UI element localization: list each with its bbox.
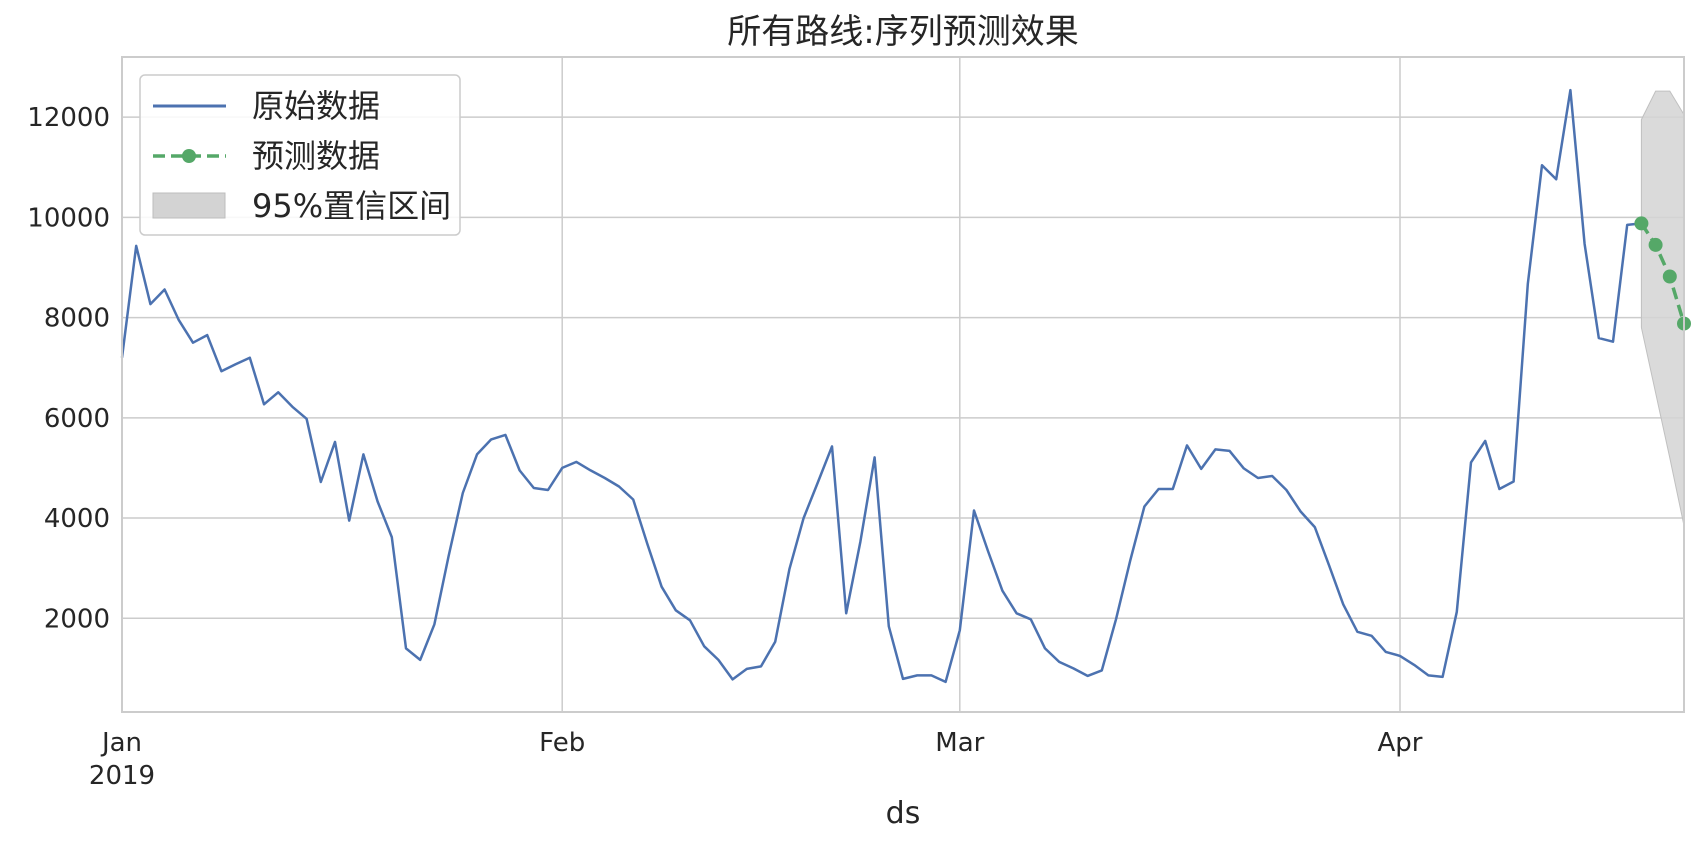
y-tick-label: 6000 — [44, 404, 110, 434]
legend-interval-swatch — [152, 192, 226, 219]
x-tick-sublabel: 2019 — [89, 761, 155, 791]
legend-forecast-marker — [182, 149, 196, 163]
grid-lines — [121, 57, 1684, 712]
y-tick-label: 4000 — [44, 504, 110, 534]
plot-frame — [121, 56, 1685, 713]
x-axis-title: ds — [886, 796, 921, 831]
legend-label-forecast: 预测数据 — [252, 137, 380, 175]
series-line-original — [120, 88, 1642, 684]
forecast-point — [1662, 269, 1677, 284]
chart-title: 所有路线:序列预测效果 — [727, 12, 1078, 52]
y-tick-label: 12000 — [27, 103, 110, 133]
forecast-point — [1634, 216, 1649, 231]
series-line-forecast — [1639, 222, 1686, 325]
x-tick-label: Jan — [100, 728, 142, 758]
x-tick-label: Feb — [539, 728, 585, 758]
y-tick-label: 8000 — [44, 304, 110, 334]
legend-label-original: 原始数据 — [252, 87, 380, 125]
legend-label-interval: 95%置信区间 — [252, 187, 451, 225]
x-tick-label: Mar — [935, 728, 984, 758]
x-tick-label: Apr — [1378, 728, 1423, 758]
forecast-point — [1648, 237, 1663, 252]
legend: 原始数据 预测数据 95%置信区间 — [139, 74, 461, 236]
y-tick-label: 10000 — [27, 203, 110, 233]
y-tick-label: 2000 — [44, 604, 110, 634]
